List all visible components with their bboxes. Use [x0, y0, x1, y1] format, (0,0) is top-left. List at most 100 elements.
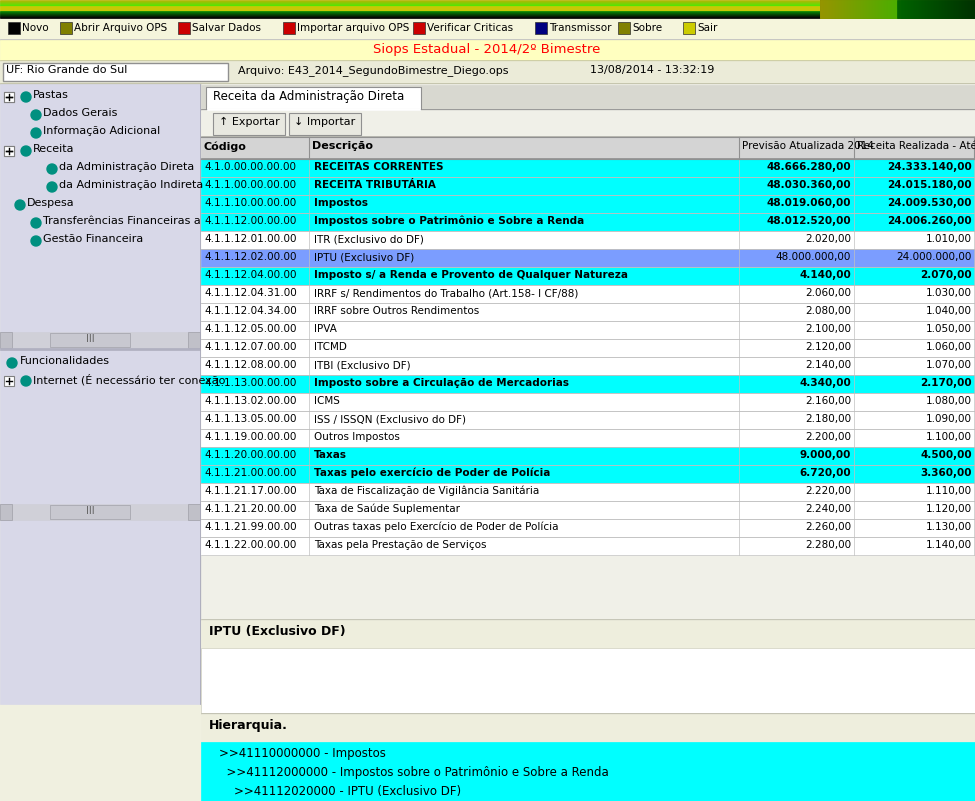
Bar	[201, 213, 975, 231]
Text: Outros Impostos: Outros Impostos	[314, 432, 400, 442]
Bar	[866, 0, 867, 18]
Bar	[0, 61, 975, 83]
Text: ISS / ISSQN (Exclusivo do DF): ISS / ISSQN (Exclusivo do DF)	[314, 414, 466, 424]
Bar	[962, 0, 963, 18]
Text: 9.000,00: 9.000,00	[800, 450, 851, 460]
Bar	[949, 0, 950, 18]
Text: 48.666.280,00: 48.666.280,00	[766, 162, 851, 172]
Bar	[201, 357, 975, 375]
Text: 4.1.1.12.08.00.00: 4.1.1.12.08.00.00	[204, 360, 296, 370]
Text: Taxas pelo exercício de Poder de Polícia: Taxas pelo exercício de Poder de Polícia	[314, 468, 550, 478]
Text: 3.360,00: 3.360,00	[920, 468, 972, 478]
Bar	[201, 231, 975, 249]
Bar	[201, 85, 975, 109]
Text: III: III	[86, 334, 95, 344]
Bar	[283, 22, 295, 34]
Bar	[0, 83, 975, 84]
Bar	[826, 0, 827, 18]
Bar	[863, 0, 864, 18]
Bar	[8, 22, 20, 34]
Bar	[0, 1, 975, 2]
Text: Novo: Novo	[22, 23, 49, 33]
Bar	[963, 0, 964, 18]
Text: 4.1.1.12.00.00.00: 4.1.1.12.00.00.00	[204, 216, 296, 226]
Bar	[0, 14, 975, 15]
Bar	[969, 0, 970, 18]
Bar	[0, 504, 200, 520]
Bar	[200, 84, 201, 704]
Bar	[868, 0, 869, 18]
Bar	[870, 0, 871, 18]
Bar	[842, 0, 843, 18]
Bar	[940, 0, 941, 18]
Text: 4.340,00: 4.340,00	[800, 378, 851, 388]
Text: 2.070,00: 2.070,00	[920, 270, 972, 280]
Bar	[201, 249, 975, 267]
Bar	[909, 0, 910, 18]
Circle shape	[47, 164, 57, 174]
Bar	[891, 0, 892, 18]
Text: Imposto s/ a Renda e Provento de Qualquer Natureza: Imposto s/ a Renda e Provento de Qualque…	[314, 270, 628, 280]
Text: Receita: Receita	[33, 144, 74, 154]
Bar	[859, 0, 860, 18]
Bar	[867, 0, 868, 18]
Bar	[955, 0, 956, 18]
Bar	[839, 0, 840, 18]
Bar	[178, 22, 190, 34]
Bar	[837, 0, 838, 18]
Bar	[820, 0, 821, 18]
Bar	[957, 0, 958, 18]
Bar	[974, 0, 975, 18]
Bar	[902, 0, 903, 18]
Text: Sair: Sair	[697, 23, 718, 33]
Bar	[823, 0, 824, 18]
Text: 2.160,00: 2.160,00	[805, 396, 851, 406]
Text: 1.130,00: 1.130,00	[926, 522, 972, 532]
Bar	[888, 0, 889, 18]
Circle shape	[21, 376, 31, 386]
Bar	[879, 0, 880, 18]
Text: 1.010,00: 1.010,00	[926, 234, 972, 244]
Text: Receita da Administração Direta: Receita da Administração Direta	[213, 90, 405, 103]
Bar	[875, 0, 876, 18]
Bar	[833, 0, 834, 18]
Bar	[0, 348, 200, 350]
Bar	[919, 0, 920, 18]
Text: III: III	[86, 506, 95, 516]
Text: Sobre: Sobre	[632, 23, 662, 33]
Bar	[820, 0, 975, 18]
Bar	[60, 22, 72, 34]
Bar	[847, 0, 848, 18]
Circle shape	[31, 110, 41, 120]
Bar	[0, 4, 975, 5]
Bar	[853, 0, 854, 18]
Bar	[201, 465, 975, 483]
Text: Pastas: Pastas	[33, 90, 69, 100]
Text: Gestão Financeira: Gestão Financeira	[43, 234, 143, 244]
Bar	[0, 332, 12, 348]
Text: ITCMD: ITCMD	[314, 342, 347, 352]
Text: 4.1.1.21.00.00.00: 4.1.1.21.00.00.00	[204, 468, 296, 478]
Text: Internet (É necessário ter conexão: Internet (É necessário ter conexão	[33, 374, 225, 385]
Bar	[188, 332, 200, 348]
Bar	[931, 0, 932, 18]
Bar	[952, 0, 953, 18]
Bar	[0, 10, 975, 11]
Text: Taxa de Saúde Suplementar: Taxa de Saúde Suplementar	[314, 504, 460, 514]
Bar	[897, 0, 898, 18]
Bar	[887, 0, 888, 18]
Bar	[4, 92, 14, 102]
Bar	[618, 22, 630, 34]
Bar	[925, 0, 926, 18]
Bar	[201, 159, 975, 177]
Bar	[201, 713, 975, 714]
Bar	[0, 2, 975, 3]
Bar	[884, 0, 885, 18]
Bar	[916, 0, 917, 18]
Bar	[852, 0, 853, 18]
Bar	[876, 0, 877, 18]
Bar	[939, 0, 940, 18]
Text: IPVA: IPVA	[314, 324, 337, 334]
Text: ITBI (Exclusivo DF): ITBI (Exclusivo DF)	[314, 360, 410, 370]
Bar	[886, 0, 887, 18]
